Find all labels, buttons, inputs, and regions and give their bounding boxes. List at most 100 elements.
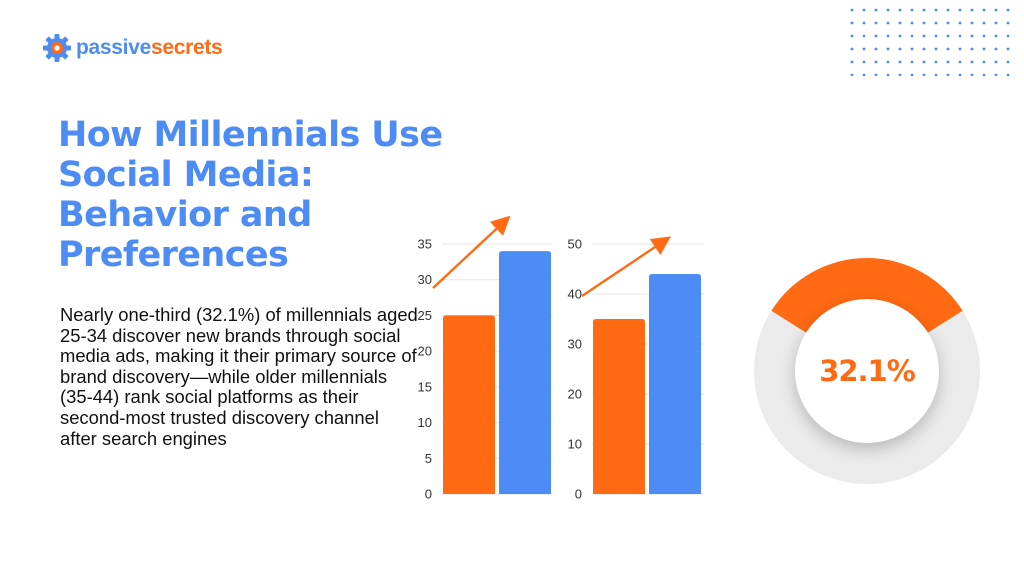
- decorative-dot: [958, 60, 962, 64]
- donut-chart: 32.1%: [754, 258, 980, 484]
- decorative-dot: [898, 21, 902, 25]
- decorative-dot: [1006, 47, 1010, 51]
- decorative-dot: [982, 47, 986, 51]
- decorative-dot: [910, 60, 914, 64]
- decorative-dot: [922, 73, 926, 76]
- decorative-dot: [898, 60, 902, 64]
- donut-center: 32.1%: [795, 299, 939, 443]
- y-tick-label: 35: [418, 237, 432, 252]
- decorative-dot: [1006, 73, 1010, 76]
- decorative-dot: [946, 8, 950, 12]
- y-tick-label: 10: [568, 437, 582, 452]
- decorative-dot: [994, 47, 998, 51]
- bar-charts: 0 5 10 15 20 25 30 35 0 10 20 30 40 50: [418, 215, 704, 502]
- decorative-dot: [958, 47, 962, 51]
- decorative-dot: [910, 21, 914, 25]
- bar: [499, 251, 551, 494]
- decorative-dot: [886, 8, 890, 12]
- decorative-dot: [910, 8, 914, 12]
- decorative-dot: [934, 47, 938, 51]
- page-title: How Millennials Use Social Media: Behavi…: [58, 115, 443, 275]
- decorative-dot: [970, 34, 974, 38]
- decorative-dot: [970, 73, 974, 76]
- decorative-dot: [898, 34, 902, 38]
- decorative-dot: [982, 73, 986, 76]
- decorative-dot: [874, 73, 878, 76]
- decorative-dot: [874, 34, 878, 38]
- y-tick-label: 20: [418, 344, 432, 359]
- decorative-dot: [850, 73, 854, 76]
- bar: [649, 274, 701, 494]
- decorative-dot: [970, 60, 974, 64]
- trend-arrow: [581, 236, 671, 297]
- y-tick-label: 5: [425, 451, 432, 466]
- decorative-dot: [862, 21, 866, 25]
- bar: [443, 315, 495, 494]
- decorative-dot: [874, 60, 878, 64]
- y-tick-label: 50: [568, 237, 582, 252]
- decorative-dot: [994, 73, 998, 76]
- bar-chart-1: 0 5 10 15 20 25 30 35: [418, 215, 552, 502]
- decorative-dot: [934, 8, 938, 12]
- decorative-dot-grid: [850, 8, 1010, 76]
- decorative-dot: [970, 8, 974, 12]
- decorative-dot: [958, 73, 962, 76]
- brand-name-part2: secrets: [150, 36, 223, 59]
- decorative-dot: [910, 34, 914, 38]
- decorative-dot: [982, 21, 986, 25]
- decorative-dot: [850, 8, 854, 12]
- decorative-dot: [982, 8, 986, 12]
- decorative-dot: [922, 21, 926, 25]
- decorative-dot: [874, 21, 878, 25]
- decorative-dot: [922, 47, 926, 51]
- donut-percent-label: 32.1%: [819, 354, 916, 388]
- decorative-dot: [886, 21, 890, 25]
- decorative-dot: [934, 73, 938, 76]
- decorative-dot: [982, 34, 986, 38]
- decorative-dot: [982, 60, 986, 64]
- decorative-dot: [898, 8, 902, 12]
- decorative-dot: [898, 47, 902, 51]
- decorative-dot: [934, 60, 938, 64]
- decorative-dot: [862, 34, 866, 38]
- decorative-dot: [958, 34, 962, 38]
- decorative-dot: [946, 34, 950, 38]
- decorative-dot: [886, 60, 890, 64]
- decorative-dot: [1006, 8, 1010, 12]
- decorative-dot: [1006, 21, 1010, 25]
- bar-chart-2: 0 10 20 30 40 50: [568, 236, 704, 502]
- decorative-dot: [970, 47, 974, 51]
- decorative-dot: [922, 34, 926, 38]
- decorative-dot: [874, 8, 878, 12]
- y-tick-label: 0: [425, 487, 432, 502]
- trend-arrow: [432, 215, 511, 289]
- decorative-dot: [910, 47, 914, 51]
- decorative-dot: [994, 8, 998, 12]
- y-tick-label: 10: [418, 415, 432, 430]
- decorative-dot: [850, 21, 854, 25]
- decorative-dot: [958, 8, 962, 12]
- decorative-dot: [934, 34, 938, 38]
- y-tick-label: 40: [568, 287, 582, 302]
- y-tick-label: 30: [568, 337, 582, 352]
- decorative-dot: [970, 21, 974, 25]
- decorative-dot: [850, 60, 854, 64]
- decorative-dot: [886, 47, 890, 51]
- decorative-dot: [922, 8, 926, 12]
- brand-name-part1: passive: [76, 36, 151, 59]
- decorative-dot: [946, 60, 950, 64]
- decorative-dot: [886, 34, 890, 38]
- decorative-dot: [946, 21, 950, 25]
- decorative-dot: [898, 73, 902, 76]
- decorative-dot: [994, 21, 998, 25]
- y-tick-label: 0: [575, 487, 582, 502]
- decorative-dot: [910, 73, 914, 76]
- y-tick-label: 20: [568, 387, 582, 402]
- decorative-dot: [1006, 60, 1010, 64]
- y-tick-label: 25: [418, 308, 432, 323]
- decorative-dot: [934, 21, 938, 25]
- decorative-dot: [874, 47, 878, 51]
- bar: [593, 319, 645, 494]
- decorative-dot: [850, 34, 854, 38]
- brand-name: passivesecrets: [76, 36, 223, 60]
